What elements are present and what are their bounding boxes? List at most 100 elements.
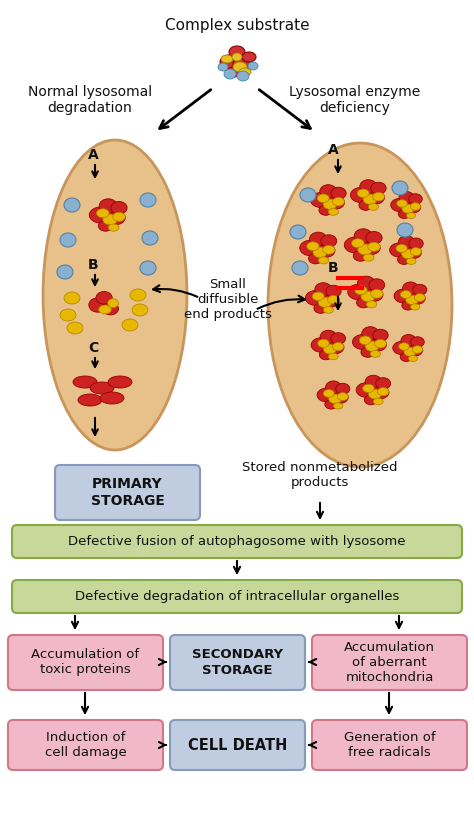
Text: Induction of
cell damage: Induction of cell damage — [45, 731, 127, 759]
Ellipse shape — [113, 212, 125, 221]
Ellipse shape — [337, 393, 348, 401]
Ellipse shape — [373, 329, 388, 342]
Ellipse shape — [364, 191, 384, 204]
Ellipse shape — [406, 258, 416, 264]
Ellipse shape — [311, 337, 332, 352]
Ellipse shape — [140, 261, 156, 275]
Ellipse shape — [323, 344, 337, 354]
Ellipse shape — [326, 286, 341, 297]
Ellipse shape — [344, 237, 368, 253]
Ellipse shape — [407, 212, 416, 218]
Ellipse shape — [239, 68, 251, 76]
Ellipse shape — [78, 394, 102, 406]
Ellipse shape — [320, 184, 337, 198]
Ellipse shape — [218, 63, 228, 71]
Ellipse shape — [366, 231, 382, 244]
Ellipse shape — [336, 384, 350, 394]
Ellipse shape — [366, 337, 386, 351]
Text: Defective fusion of autophagosome with lysosome: Defective fusion of autophagosome with l… — [68, 535, 406, 548]
Ellipse shape — [104, 211, 125, 225]
Ellipse shape — [323, 199, 337, 209]
Ellipse shape — [98, 221, 113, 231]
Ellipse shape — [368, 203, 379, 211]
Ellipse shape — [325, 400, 337, 409]
Ellipse shape — [242, 52, 256, 62]
Ellipse shape — [365, 395, 377, 405]
FancyBboxPatch shape — [55, 465, 200, 520]
Ellipse shape — [96, 291, 112, 305]
Ellipse shape — [229, 46, 245, 58]
Ellipse shape — [363, 384, 374, 393]
Ellipse shape — [237, 71, 249, 81]
Ellipse shape — [399, 192, 414, 203]
Ellipse shape — [402, 246, 421, 258]
Ellipse shape — [373, 193, 384, 201]
Ellipse shape — [362, 287, 383, 302]
Text: Normal lysosomal
degradation: Normal lysosomal degradation — [28, 85, 152, 115]
Ellipse shape — [412, 346, 423, 353]
Ellipse shape — [328, 208, 338, 216]
Ellipse shape — [413, 284, 427, 295]
Text: Defective degradation of intracellular organelles: Defective degradation of intracellular o… — [75, 590, 399, 603]
Ellipse shape — [400, 352, 412, 361]
FancyBboxPatch shape — [12, 580, 462, 613]
FancyBboxPatch shape — [170, 720, 305, 770]
Ellipse shape — [318, 257, 329, 264]
Ellipse shape — [130, 289, 146, 301]
Ellipse shape — [361, 347, 374, 357]
Ellipse shape — [359, 336, 371, 345]
Ellipse shape — [363, 194, 377, 204]
Ellipse shape — [374, 398, 383, 405]
Ellipse shape — [398, 255, 410, 264]
Ellipse shape — [328, 295, 339, 304]
Ellipse shape — [356, 297, 371, 308]
Ellipse shape — [409, 356, 418, 361]
Ellipse shape — [376, 378, 391, 389]
Ellipse shape — [248, 62, 258, 70]
Ellipse shape — [331, 188, 346, 199]
Ellipse shape — [99, 199, 117, 213]
Ellipse shape — [102, 302, 118, 315]
Ellipse shape — [328, 353, 338, 360]
Ellipse shape — [391, 198, 410, 212]
Ellipse shape — [355, 286, 367, 295]
Text: Lysosomal enzyme
deficiency: Lysosomal enzyme deficiency — [289, 85, 420, 115]
Ellipse shape — [319, 205, 333, 216]
Ellipse shape — [409, 193, 422, 204]
Ellipse shape — [43, 140, 187, 450]
Ellipse shape — [221, 55, 233, 63]
Ellipse shape — [371, 290, 383, 298]
Ellipse shape — [359, 200, 373, 211]
Text: Small
diffusible
end products: Small diffusible end products — [184, 278, 272, 321]
Ellipse shape — [324, 196, 345, 209]
Ellipse shape — [90, 382, 114, 394]
Ellipse shape — [310, 193, 333, 207]
Ellipse shape — [329, 394, 341, 403]
Ellipse shape — [232, 53, 242, 61]
Ellipse shape — [64, 292, 80, 304]
Ellipse shape — [317, 194, 329, 202]
Ellipse shape — [314, 303, 328, 314]
Text: Accumulation of
toxic proteins: Accumulation of toxic proteins — [31, 649, 139, 677]
Ellipse shape — [233, 57, 251, 71]
Ellipse shape — [97, 209, 109, 218]
Text: Stored nonmetabolized
products: Stored nonmetabolized products — [242, 461, 398, 489]
Ellipse shape — [309, 253, 323, 264]
Ellipse shape — [315, 282, 332, 296]
Ellipse shape — [332, 342, 344, 351]
Ellipse shape — [410, 202, 421, 210]
FancyBboxPatch shape — [12, 525, 462, 558]
Ellipse shape — [57, 265, 73, 279]
Ellipse shape — [359, 240, 380, 255]
Ellipse shape — [67, 322, 83, 334]
Ellipse shape — [350, 188, 373, 202]
Ellipse shape — [268, 143, 452, 467]
Ellipse shape — [122, 319, 138, 331]
Ellipse shape — [319, 294, 339, 307]
Ellipse shape — [353, 250, 368, 261]
Ellipse shape — [414, 294, 425, 301]
Ellipse shape — [406, 295, 418, 305]
Ellipse shape — [111, 202, 127, 214]
Ellipse shape — [396, 244, 407, 253]
Ellipse shape — [368, 242, 380, 251]
